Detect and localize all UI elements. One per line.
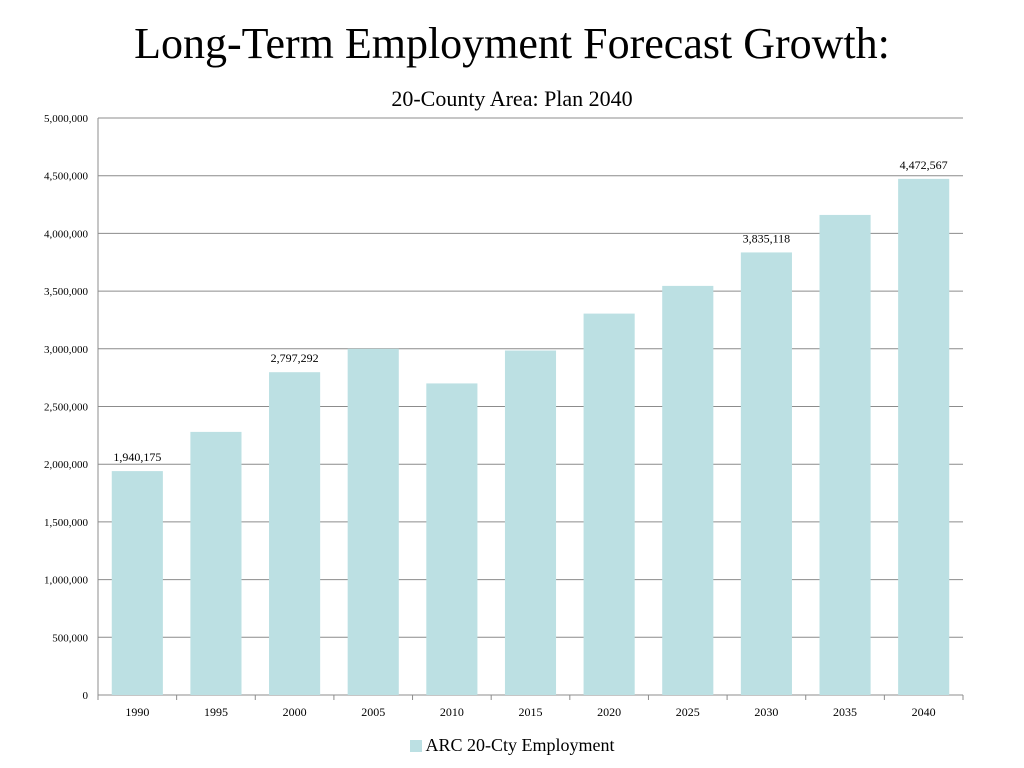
y-tick-label: 1,000,000 <box>44 575 89 587</box>
y-tick-label: 3,500,000 <box>44 286 89 298</box>
data-label: 3,835,118 <box>743 231 791 245</box>
x-tick-label: 2015 <box>519 705 543 719</box>
data-label: 4,472,567 <box>900 158 948 172</box>
chart-subtitle: 20-County Area: Plan 2040 <box>391 86 633 111</box>
bar-2020 <box>583 313 635 695</box>
y-tick-label: 2,000,000 <box>44 459 89 471</box>
data-label: 1,940,175 <box>113 450 161 464</box>
legend: ARC 20-Cty Employment <box>0 733 1024 757</box>
data-label: 2,797,292 <box>271 351 319 365</box>
x-tick-label: 2020 <box>597 705 621 719</box>
bar-2030 <box>740 252 792 696</box>
chart-title: Long-Term Employment Forecast Growth: <box>134 19 890 68</box>
bar-2035 <box>819 214 871 695</box>
x-tick-label: 2025 <box>676 705 700 719</box>
legend-label: ARC 20-Cty Employment <box>425 735 615 755</box>
y-tick-label: 3,000,000 <box>44 344 89 356</box>
x-tick-label: 2010 <box>440 705 464 719</box>
x-tick-label: 2040 <box>912 705 936 719</box>
x-tick-label: 1990 <box>125 705 149 719</box>
y-tick-label: 500,000 <box>52 632 88 644</box>
bar-1995 <box>190 431 242 695</box>
x-tick-label: 2000 <box>283 705 307 719</box>
bar-2025 <box>662 285 714 695</box>
bar-2000 <box>269 372 321 695</box>
bar-2015 <box>504 350 557 695</box>
x-tick-label: 2035 <box>833 705 857 719</box>
x-tick-label: 2030 <box>754 705 778 719</box>
bar-2005 <box>347 348 399 695</box>
y-tick-label: 4,000,000 <box>44 228 89 240</box>
y-tick-label: 1,500,000 <box>44 517 89 529</box>
x-tick-label: 2005 <box>361 705 385 719</box>
bar-2040 <box>898 178 950 695</box>
x-tick-label: 1995 <box>204 705 228 719</box>
y-tick-label: 0 <box>83 690 89 702</box>
bar-1990 <box>111 471 163 695</box>
y-tick-label: 2,500,000 <box>44 402 89 414</box>
y-tick-label: 4,500,000 <box>44 171 89 183</box>
legend-swatch <box>409 740 422 752</box>
bar-2010 <box>426 383 478 695</box>
y-tick-label: 5,000,000 <box>44 113 89 125</box>
